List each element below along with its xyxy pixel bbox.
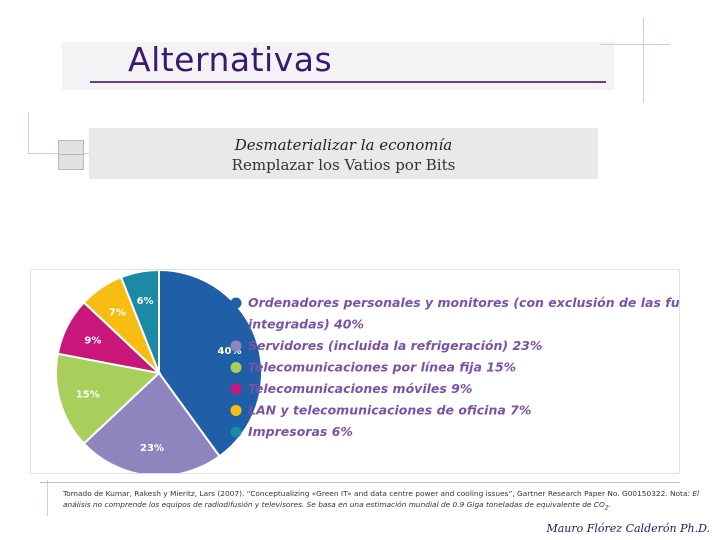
legend-value-3: 9%: [451, 381, 472, 396]
slice-label-4: 7%: [109, 308, 126, 319]
legend-label-0: Ordenadores personales y monitores (con …: [248, 295, 679, 310]
legend-label-cont-0: integradas) 40%: [248, 317, 364, 332]
footer-rule: [40, 482, 680, 483]
legend-marker-1: [230, 340, 242, 352]
legend-label-4: LAN y telecomunicaciones de oficina 7%: [248, 403, 531, 418]
decor-vertical-line: [643, 18, 644, 103]
legend-marker-0: [230, 297, 242, 309]
pie-slice-5: [119, 270, 160, 374]
legend-marker-5: [230, 426, 242, 438]
pie-slice-1: [82, 371, 221, 473]
legend-marker-3: [230, 383, 242, 395]
footnote-note-2: análisis no comprende los equipos de rad…: [63, 500, 605, 509]
legend-value-1: 23%: [512, 338, 542, 353]
legend-label-2: Telecomunicaciones por línea fija 15%: [248, 360, 516, 375]
decor-footer-vertical-line: [47, 480, 48, 516]
decor-vertical-line-left: [28, 112, 29, 154]
title-underline: [90, 81, 606, 83]
slice-label-5: 6%: [137, 296, 154, 307]
slice-label-1: 23%: [140, 443, 164, 454]
subtitle-line-1: Desmaterializar la economía: [234, 136, 453, 154]
legend-label-3: Telecomunicaciones móviles 9%: [248, 381, 472, 396]
slice-label-3: 9%: [84, 335, 101, 346]
decor-box: [58, 140, 84, 170]
footnote-main: Tomado de Kumar, Rakesh y Mieritz, Lars …: [63, 489, 693, 498]
slice-label-2: 15%: [76, 390, 100, 401]
chart-panel: 40% 23% 15% 9% 7% 6% Ordenadores personales y…: [30, 269, 680, 474]
legend-value-5: 6%: [332, 424, 353, 439]
footnote-end: .: [608, 500, 612, 509]
legend-value-4: 7%: [510, 403, 531, 418]
legend-label-1: Servidores (incluida la refrigeración) 2…: [248, 338, 542, 353]
slice-label-0: 40%: [218, 346, 242, 357]
footnote-subscript: 2: [604, 504, 609, 512]
legend-marker-2: [230, 362, 242, 373]
slide-title: Alternativas: [128, 40, 333, 79]
pie-slice-2: [55, 352, 162, 445]
footnote: Tomado de Kumar, Rakesh y Mieritz, Lars …: [63, 488, 703, 513]
legend-marker-4: [230, 405, 242, 416]
legend-value-2: 15%: [486, 360, 516, 375]
author-signature: Mauro Flórez Calderón Ph.D.: [546, 522, 710, 535]
subtitle-box: Desmaterializar la economía Remplazar lo…: [89, 128, 598, 179]
legend-value-0: 40%: [333, 317, 364, 332]
footnote-note-1: El: [692, 489, 700, 498]
subtitle-line-2: Remplazar los Vatios por Bits: [231, 156, 456, 174]
decor-horizontal-line: [600, 44, 670, 45]
legend-label-5: Impresoras 6%: [248, 424, 353, 439]
pie-chart: 40% 23% 15% 9% 7% 6% Ordenadores personales y…: [55, 270, 679, 473]
